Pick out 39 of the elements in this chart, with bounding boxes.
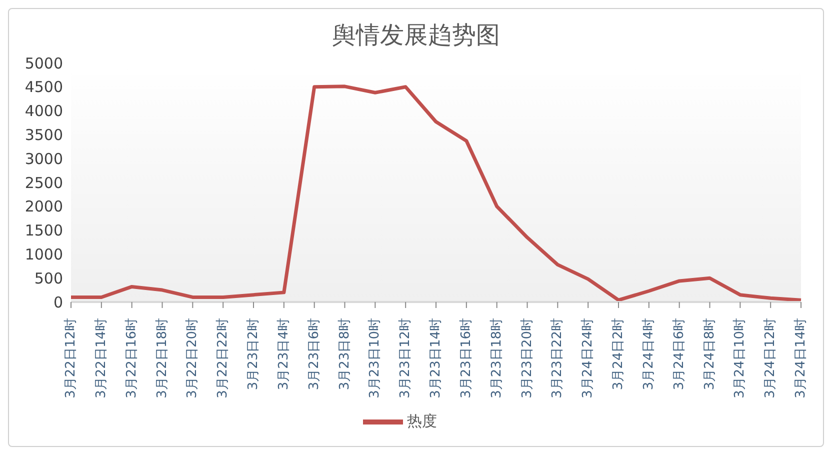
y-tick-label: 2500 [24,174,63,192]
x-tick-label: 3月23日16时 [458,318,474,398]
x-tick-label: 3月22日22时 [216,318,231,398]
y-tick-label: 2000 [24,198,63,216]
x-tick-label: 3月23日22时 [550,318,566,398]
x-tick-label: 3月23日10时 [368,318,383,398]
x-tick-label: 3月23日12时 [398,318,414,398]
x-tick-label: 3月23日20时 [520,318,535,398]
line-series [69,84,803,302]
y-tick-label: 3000 [24,150,63,168]
y-tick-label: 500 [34,269,63,288]
x-tick-label: 3月24日10时 [732,318,748,398]
x-tick-label: 3月22日12时 [64,318,78,398]
x-tick-label: 3月23日18时 [489,318,504,398]
x-tick-label: 3月24日12时 [763,318,778,398]
y-tick-label: 4500 [24,78,63,96]
x-tick-label: 3月24日14时 [794,318,808,398]
legend-label: 热度 [407,412,437,430]
y-tick-label: 1000 [24,246,63,264]
chart-title: 舆情发展趋势图 [332,21,500,49]
x-tick-label: 3月22日14时 [94,318,109,398]
x-tick-label: 3月23日4时 [276,318,292,390]
y-tick-label: 4000 [24,102,63,120]
y-tick-label: 3500 [24,126,63,144]
x-tick-label: 3月24日2时 [611,318,626,390]
x-tick-label: 3月24日8时 [702,318,718,390]
x-tick-label: 3月22日18时 [154,318,170,398]
x-tick-label: 3月23日6时 [306,318,322,390]
x-tick-label: 3月24日24时 [580,318,596,398]
x-tick-label: 3月23日2时 [246,318,261,390]
x-tick-label: 3月22日16时 [124,318,140,398]
y-tick-label: 0 [53,293,63,312]
x-tick-label: 3月23日8时 [337,318,352,390]
y-tick-label: 5000 [24,54,63,72]
x-tick-label: 3月24日4时 [641,318,656,390]
x-tick-label: 3月24日6时 [672,318,687,390]
x-tick-label: 3月22日20时 [185,318,200,398]
y-tick-label: 1500 [24,222,63,240]
x-tick-label: 3月23日14时 [428,318,444,398]
